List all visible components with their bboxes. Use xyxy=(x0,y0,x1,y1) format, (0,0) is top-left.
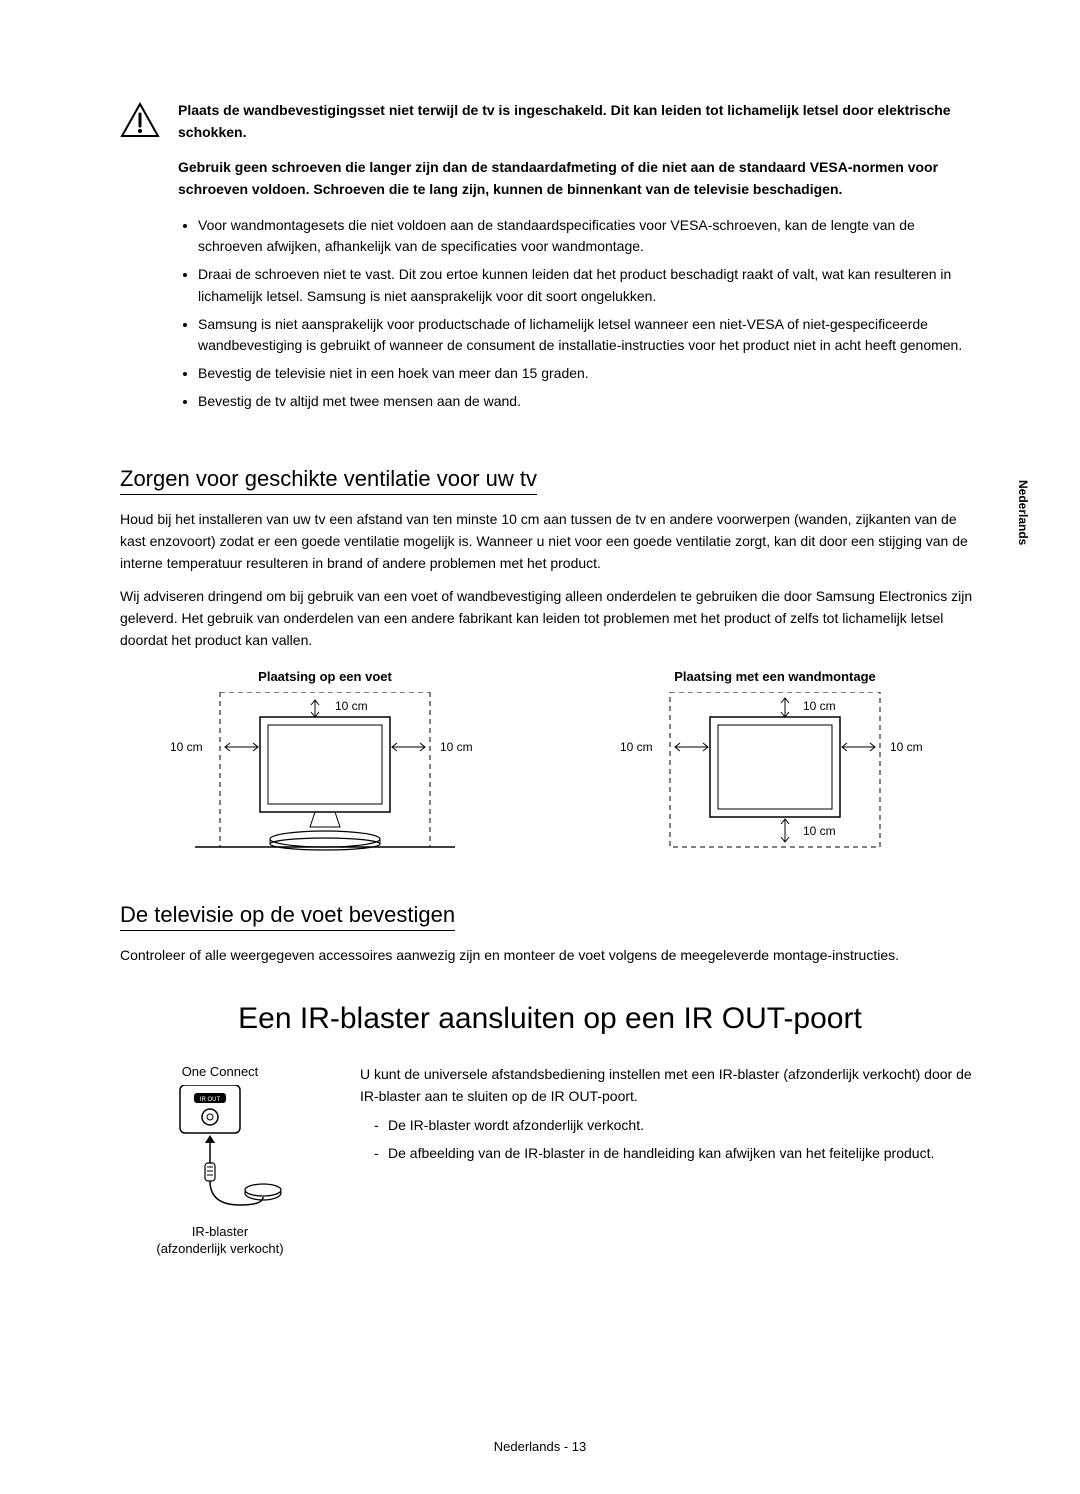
ir-top-label: One Connect xyxy=(120,1064,320,1079)
ir-port-label: IR OUT xyxy=(200,1097,221,1103)
label-top: 10 cm xyxy=(335,699,368,713)
ir-figure: One Connect IR OUT IR-blaster xyxy=(120,1064,320,1258)
label-left: 10 cm xyxy=(170,740,203,754)
diagram-wall-title: Plaatsing met een wandmontage xyxy=(570,669,980,684)
warning-bullet: Voor wandmontagesets die niet voldoen aa… xyxy=(198,215,980,258)
ir-p1: U kunt de universele afstandsbediening i… xyxy=(360,1064,980,1107)
side-language-tab: Nederlands xyxy=(1016,480,1030,545)
ir-bottom-label: IR-blaster (afzonderlijk verkocht) xyxy=(120,1224,320,1258)
ir-bottom-label-2: (afzonderlijk verkocht) xyxy=(156,1241,283,1256)
label-right: 10 cm xyxy=(890,740,923,754)
warning-p2: Gebruik geen schroeven die langer zijn d… xyxy=(178,157,980,200)
ventilation-diagrams: Plaatsing op een voet 10 cm xyxy=(120,669,980,862)
diagram-stand-title: Plaatsing op een voet xyxy=(120,669,530,684)
warning-bullet: Draai de schroeven niet te vast. Dit zou… xyxy=(198,264,980,307)
warning-block: Plaats de wandbevestigingsset niet terwi… xyxy=(120,100,980,418)
ir-list: De IR-blaster wordt afzonderlijk verkoch… xyxy=(360,1115,980,1164)
label-top: 10 cm xyxy=(803,699,836,713)
label-right: 10 cm xyxy=(440,740,473,754)
warning-bullet: Bevestig de tv altijd met twee mensen aa… xyxy=(198,391,980,413)
mounting-heading: De televisie op de voet bevestigen xyxy=(120,902,455,931)
label-bottom: 10 cm xyxy=(803,824,836,838)
label-left: 10 cm xyxy=(620,740,653,754)
ir-text: U kunt de universele afstandsbediening i… xyxy=(360,1064,980,1258)
warning-content: Plaats de wandbevestigingsset niet terwi… xyxy=(178,100,980,418)
caution-icon xyxy=(120,102,160,418)
diagram-stand: Plaatsing op een voet 10 cm xyxy=(120,669,530,862)
ir-bottom-label-1: IR-blaster xyxy=(192,1224,248,1239)
ventilation-p1: Houd bij het installeren van uw tv een a… xyxy=(120,509,980,574)
warning-list: Voor wandmontagesets die niet voldoen aa… xyxy=(178,215,980,413)
page-footer: Nederlands - 13 xyxy=(0,1439,1080,1454)
warning-p1: Plaats de wandbevestigingsset niet terwi… xyxy=(178,100,980,143)
ir-row: One Connect IR OUT IR-blaster xyxy=(120,1064,980,1258)
ir-bullet: De IR-blaster wordt afzonderlijk verkoch… xyxy=(374,1115,980,1137)
ventilation-heading: Zorgen voor geschikte ventilatie voor uw… xyxy=(120,466,537,495)
warning-bullet: Samsung is niet aansprakelijk voor produ… xyxy=(198,314,980,357)
ir-bullet: De afbeelding van de IR-blaster in de ha… xyxy=(374,1143,980,1165)
diagram-wall: Plaatsing met een wandmontage 10 cm 10 c… xyxy=(570,669,980,862)
warning-bullet: Bevestig de televisie niet in een hoek v… xyxy=(198,363,980,385)
mounting-p1: Controleer of alle weergegeven accessoir… xyxy=(120,945,980,967)
ir-heading: Een IR-blaster aansluiten op een IR OUT-… xyxy=(120,1002,980,1036)
ventilation-p2: Wij adviseren dringend om bij gebruik va… xyxy=(120,586,980,651)
